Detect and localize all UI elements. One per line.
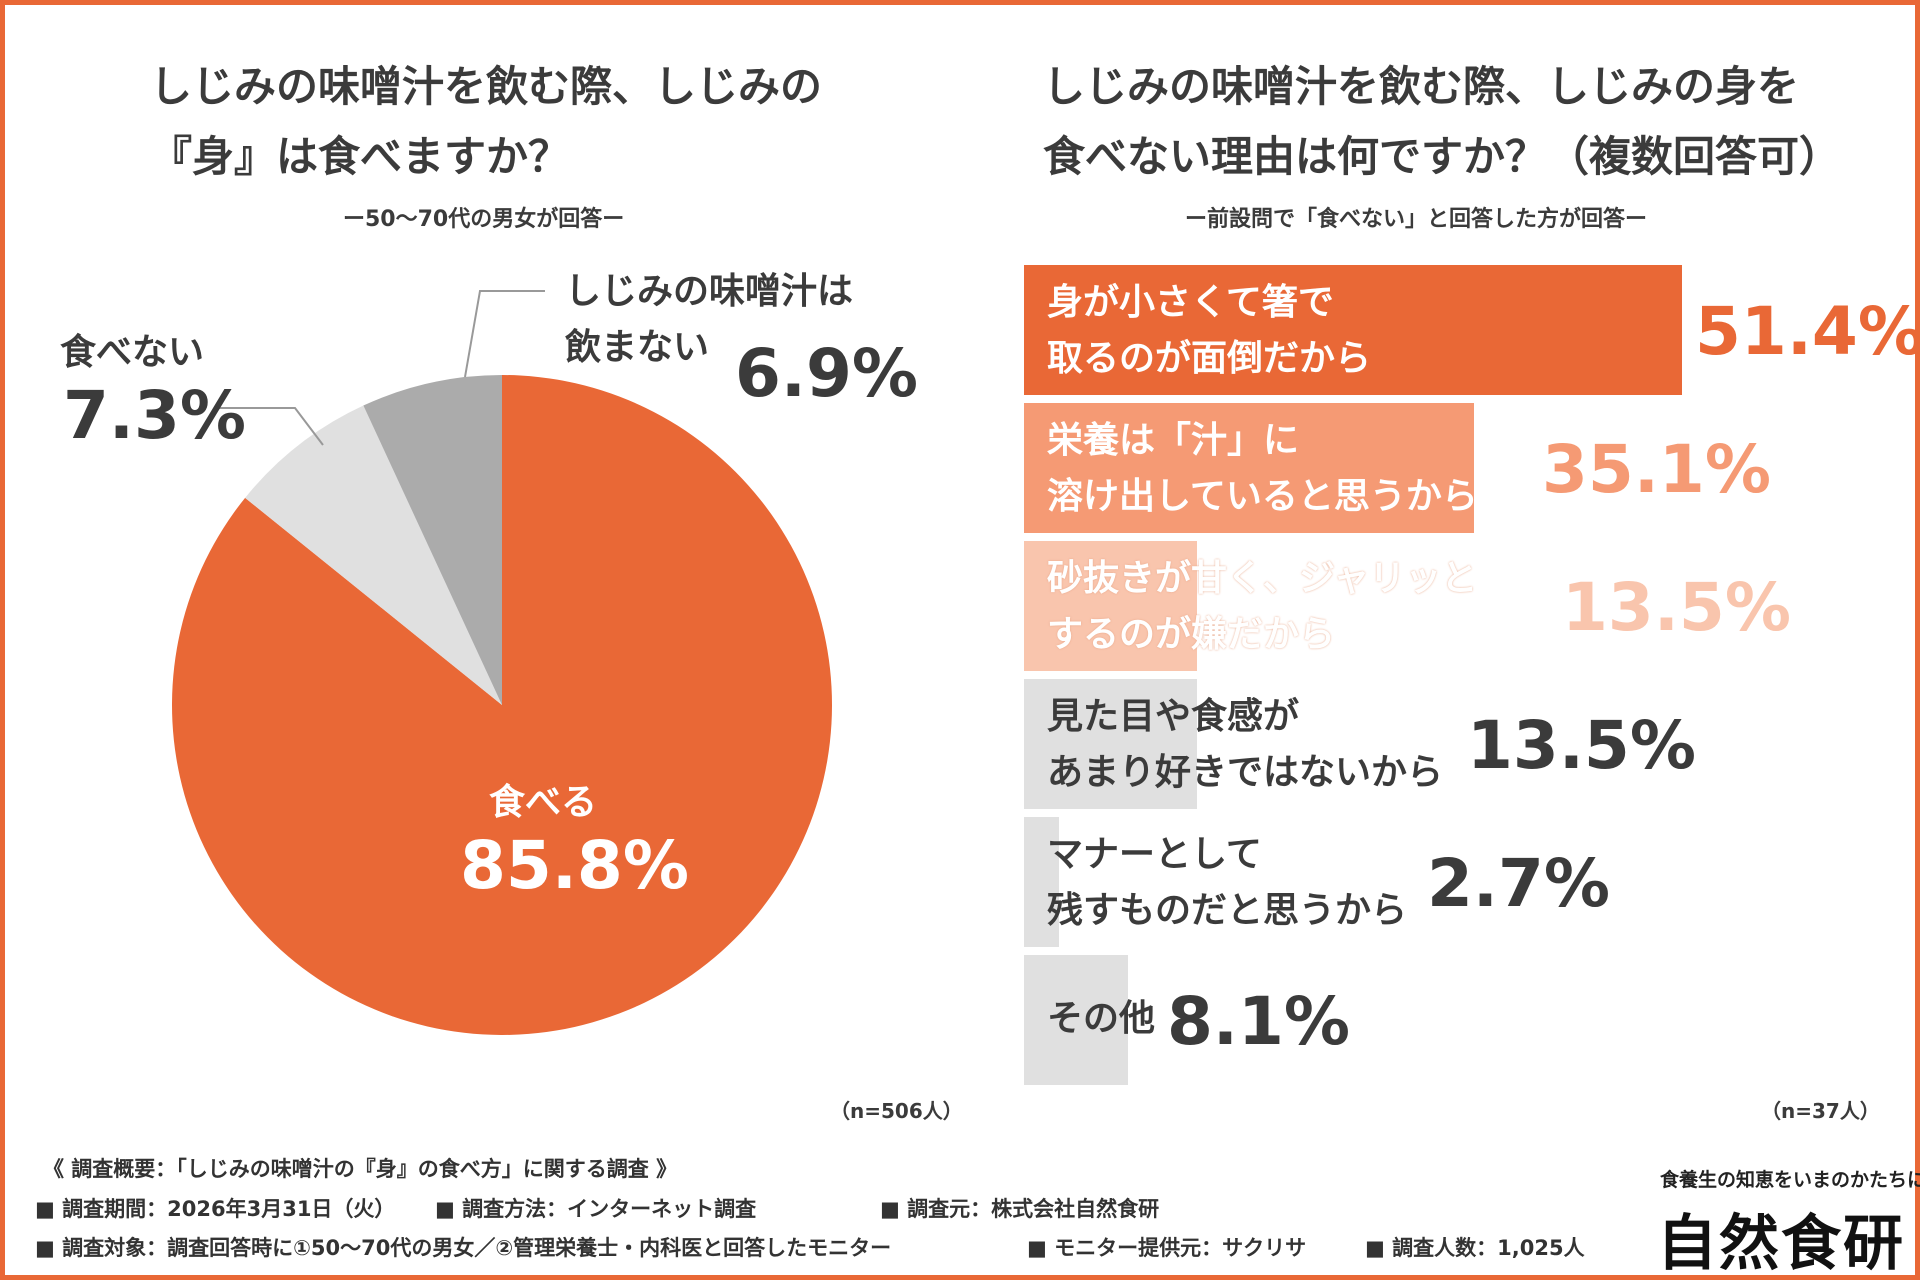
pie-slice-not-eat <box>245 405 503 705</box>
logo-name: 自然食研 <box>1657 1209 1905 1279</box>
footer-provider: ■ モニター提供元：サクリサ <box>1027 1236 1307 1260</box>
bar-2-value: 35.1% <box>1542 431 1771 508</box>
footer-overview: 《 調査概要：「しじみの味噌汁の『身』の食べ方」に関する調査 》 <box>43 1157 678 1181</box>
bar-3 <box>1024 541 1197 671</box>
footer-method: ■ 調査方法：インターネット調査 <box>435 1197 757 1221</box>
bar-3-value: 13.5% <box>1562 569 1791 646</box>
pie-slice-not-drink <box>363 375 502 705</box>
bar-2 <box>1024 403 1474 533</box>
bar-1 <box>1024 265 1683 395</box>
leader-line-not-eat <box>215 407 324 446</box>
bar-5 <box>1024 817 1059 947</box>
bar-2-label-line2: 溶け出していると思うから <box>1047 476 1478 517</box>
bar-4-label-line1: 見た目や食感が <box>1047 696 1300 737</box>
bar-6-label-line1: その他 <box>1047 998 1156 1039</box>
left-title-line2: 『身』は食べますか？ <box>150 132 571 181</box>
pie-chart <box>171 290 833 1035</box>
pie-label-not-eat: 食べない <box>60 332 205 373</box>
left-subtitle: ー50〜70代の男女が回答ー <box>343 207 625 232</box>
pie-pct-eat: 85.8% <box>460 827 689 904</box>
bar-6 <box>1024 955 1128 1085</box>
bar-4-label-line2: あまり好きではないから <box>1047 752 1444 793</box>
bar-3-label-line2: するのが嫌だから <box>1047 614 1336 655</box>
bar-5-label-line2: 残すものだと思うから <box>1047 890 1408 931</box>
right-title-line2: 食べない理由は何ですか？（複数回答可） <box>1043 132 1842 181</box>
pie-pct-not-eat: 7.3% <box>63 377 247 454</box>
left-sample-size: （n=506人） <box>830 1099 963 1123</box>
footer-source: ■ 調査元：株式会社自然食研 <box>880 1197 1160 1221</box>
pie-label-not-drink-line1: しじみの味噌汁は <box>565 271 854 312</box>
right-sample-size: （n=37人） <box>1761 1099 1880 1123</box>
bar-1-value: 51.4% <box>1695 293 1920 370</box>
right-subtitle: ー前設問で「食べない」と回答した方が回答ー <box>1185 207 1648 232</box>
bar-5-value: 2.7% <box>1427 845 1611 922</box>
bar-4 <box>1024 679 1197 809</box>
bar-4-value: 13.5% <box>1467 707 1696 784</box>
pie-label-eat: 食べる <box>489 782 598 823</box>
bar-2-label-line1: 栄養は「汁」に <box>1047 420 1300 461</box>
footer-target: ■ 調査対象：調査回答時に①50〜70代の男女／②管理栄養士・内科医と回答したモ… <box>35 1236 892 1260</box>
logo-tagline: 食養生の知恵をいまのかたちに <box>1660 1169 1920 1191</box>
pie-label-not-drink-line2: 飲まない <box>565 327 710 368</box>
bar-3-label-line1: 砂抜きが甘く、ジャリッと <box>1047 558 1478 599</box>
bar-1-label-line2: 取るのが面倒だから <box>1047 338 1372 379</box>
leader-line-not-drink <box>464 290 545 378</box>
footer-count: ■ 調査人数：1,025人 <box>1365 1236 1585 1260</box>
bar-1-label-line1: 身が小さくて箸で <box>1047 282 1334 323</box>
bar-5-label-line1: マナーとして <box>1047 834 1262 875</box>
bar-6-value: 8.1% <box>1167 983 1351 1060</box>
pie-pct-not-drink: 6.9% <box>735 335 919 412</box>
footer-period: ■ 調査期間：2026年3月31日（火） <box>35 1197 396 1221</box>
left-title-line1: しじみの味噌汁を飲む際、しじみの <box>150 62 823 111</box>
right-title-line1: しじみの味噌汁を飲む際、しじみの身を <box>1043 62 1800 111</box>
